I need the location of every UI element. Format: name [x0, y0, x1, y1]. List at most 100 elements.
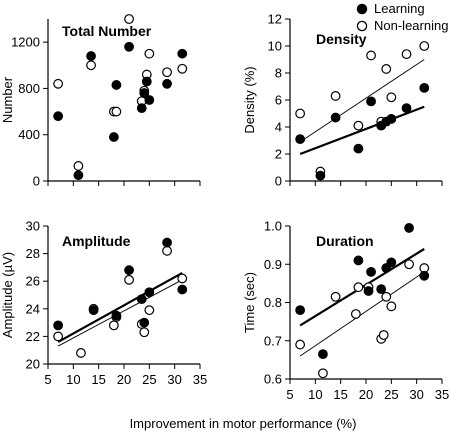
point-nonlearning: [76, 348, 86, 358]
point-learning: [295, 305, 306, 316]
point-nonlearning: [177, 63, 188, 74]
point-nonlearning: [177, 273, 188, 284]
panel-title: Density: [316, 31, 367, 47]
x-tick-label: 30: [409, 387, 423, 402]
point-nonlearning: [295, 108, 306, 119]
panel-duration: 0.6 0.7 0.8 0.9 1.0 5 10 15 20 25 30 35 Duration Time…: [242, 219, 449, 403]
point-nonlearning: [53, 78, 64, 89]
point-learning: [124, 265, 134, 276]
x-tick-label: 20: [117, 372, 131, 387]
point-learning: [330, 112, 341, 123]
legend: Learning Non-learning: [356, 1, 448, 33]
point-learning: [353, 143, 364, 154]
point-learning: [401, 103, 412, 113]
panel-amplitude: 20 22 24 26 28 30 5 10 15 20 25 30 35 Amplitude Amplit…: [0, 219, 207, 388]
point-nonlearning: [386, 92, 397, 103]
panel-density: 0 2 4 6 8 10 12 Density Density (%): [242, 12, 443, 189]
y-tick-label: 400: [18, 127, 40, 142]
point-learning: [139, 88, 150, 98]
point-learning: [386, 113, 397, 124]
x-tick-label: 15: [91, 372, 105, 387]
point-learning: [88, 305, 99, 316]
point-learning: [366, 267, 376, 277]
y-tick-label: 24: [26, 301, 40, 316]
y-axis-label: Density (%): [242, 66, 257, 133]
x-tick-label: 30: [167, 372, 181, 387]
point-learning: [177, 48, 188, 59]
point-learning: [108, 132, 119, 142]
x-tick-label: 25: [384, 387, 398, 402]
y-axis-label: Number: [0, 76, 15, 123]
y-tick-label: 0.7: [264, 333, 282, 348]
y-tick-label: 0: [33, 174, 40, 189]
point-learning: [139, 317, 150, 328]
point-nonlearning: [144, 305, 155, 316]
x-tick-label: 35: [193, 372, 207, 387]
y-tick-label: 30: [26, 219, 40, 234]
point-nonlearning: [111, 106, 122, 117]
point-nonlearning: [366, 50, 376, 61]
point-learning: [318, 349, 328, 360]
point-nonlearning: [330, 91, 341, 101]
x-tick-label: 10: [308, 387, 322, 402]
point-learning: [419, 270, 430, 281]
panel-title: Amplitude: [62, 233, 131, 249]
point-learning: [353, 255, 364, 266]
point-learning: [53, 111, 64, 122]
point-nonlearning: [350, 309, 361, 319]
point-learning: [366, 96, 376, 107]
y-tick-label: 26: [26, 274, 40, 289]
point-nonlearning: [353, 282, 364, 293]
point-learning: [86, 51, 96, 61]
x-tick-label: 10: [66, 372, 80, 387]
fit-line-learning: [299, 105, 425, 156]
point-nonlearning: [381, 291, 392, 302]
point-learning: [315, 170, 326, 181]
point-nonlearning: [318, 368, 328, 379]
point-nonlearning: [162, 67, 172, 78]
y-tick-label: 10: [268, 39, 282, 54]
point-learning: [136, 103, 147, 113]
point-learning: [136, 294, 147, 305]
y-tick-label: 0.9: [264, 257, 282, 272]
x-tick-label: 25: [142, 372, 156, 387]
point-nonlearning: [401, 49, 412, 59]
y-tick-label: 0.8: [264, 295, 282, 310]
y-axis-label: Amplitude (µV): [0, 252, 15, 338]
y-tick-label: 8: [275, 66, 282, 81]
fit-line-learning: [57, 271, 183, 343]
point-learning: [141, 76, 152, 87]
x-tick-label: 20: [359, 387, 373, 402]
point-learning: [177, 284, 188, 295]
y-tick-label: 12: [268, 12, 282, 27]
point-learning: [162, 237, 172, 248]
y-tick-label: 2: [275, 147, 282, 162]
point-learning: [419, 82, 430, 93]
y-tick-label: 28: [26, 246, 40, 261]
y-tick-label: 800: [18, 81, 40, 96]
x-tick-label: 5: [286, 387, 293, 402]
panel-title: Total Number: [62, 23, 152, 39]
legend-learning-marker: [356, 3, 368, 15]
point-nonlearning: [381, 64, 392, 74]
point-learning: [376, 284, 387, 295]
y-tick-label: 0.6: [264, 372, 282, 387]
x-tick-label: 5: [44, 372, 51, 387]
x-tick-label: 15: [333, 387, 347, 402]
point-nonlearning: [386, 301, 397, 312]
fit-line-non-learning: [299, 59, 425, 143]
y-tick-label: 0: [275, 174, 282, 189]
point-learning: [124, 41, 134, 52]
point-learning: [363, 286, 374, 296]
point-nonlearning: [144, 48, 155, 59]
point-learning: [73, 170, 84, 181]
point-learning: [386, 257, 397, 268]
point-nonlearning: [53, 331, 64, 342]
y-tick-label: 1200: [11, 35, 40, 50]
panel-title: Duration: [316, 233, 374, 249]
point-nonlearning: [419, 41, 430, 51]
point-learning: [295, 134, 306, 145]
fit-line-non-learning: [299, 271, 425, 357]
